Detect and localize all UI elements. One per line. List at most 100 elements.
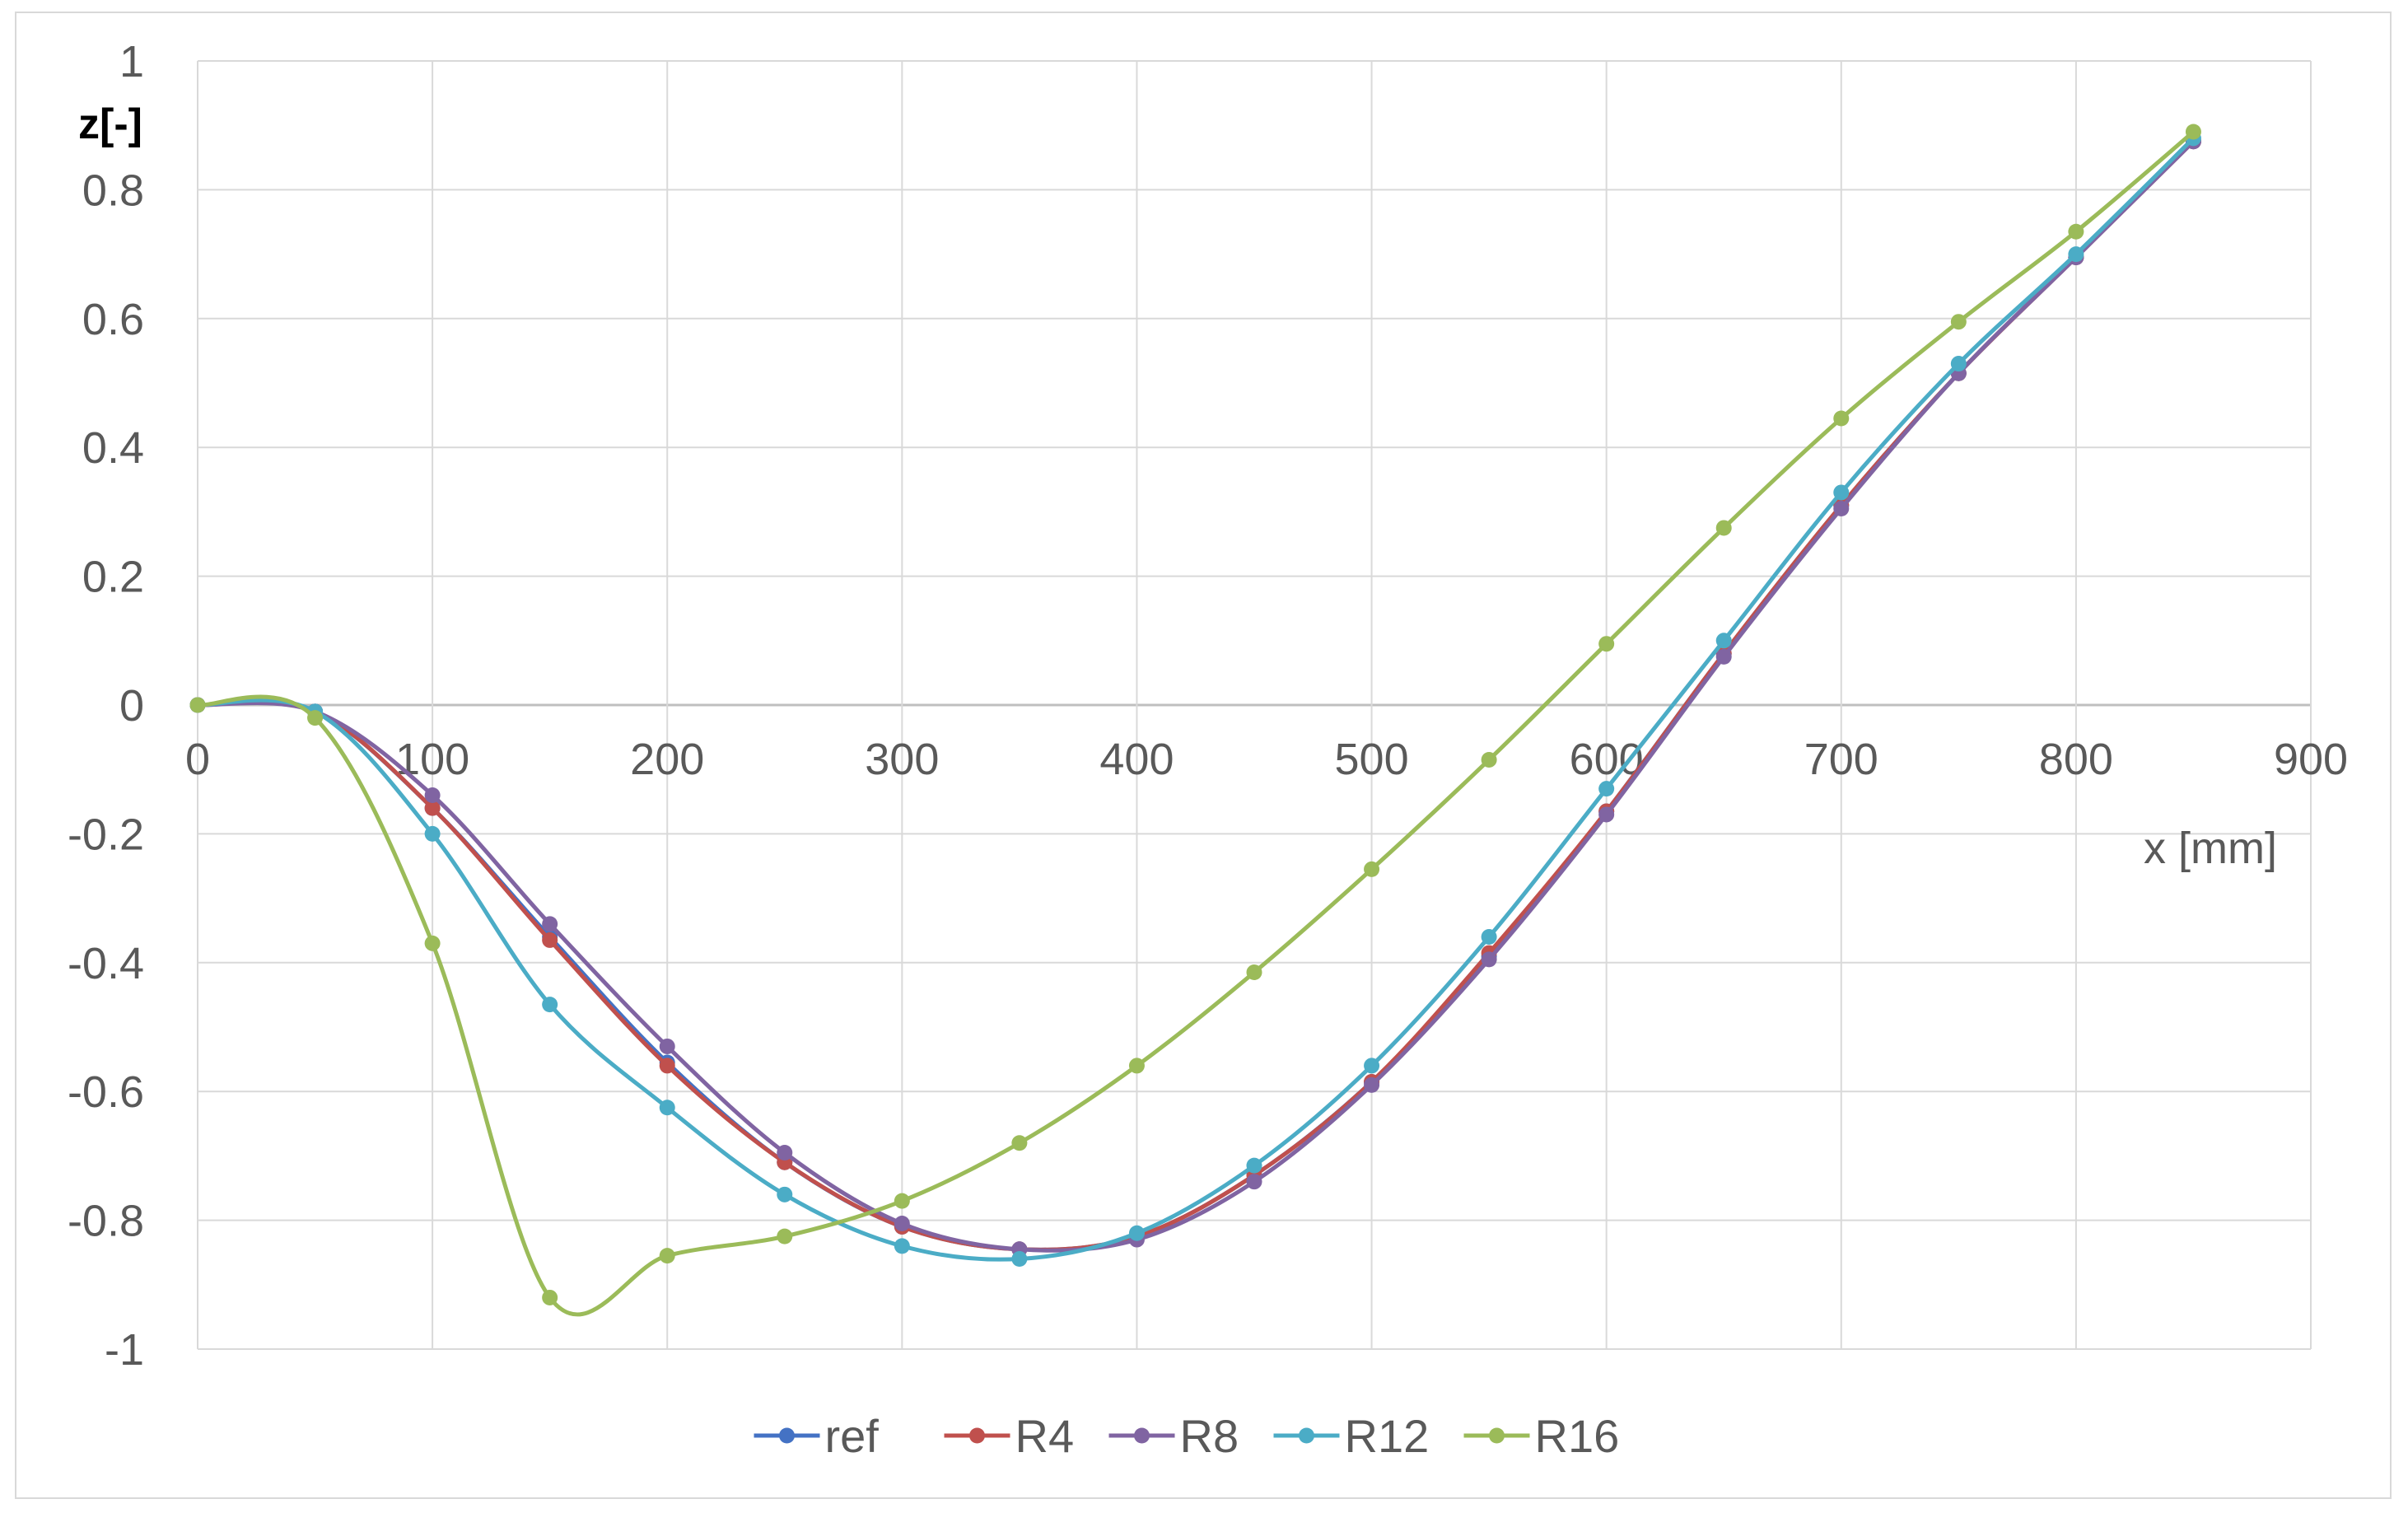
data-point — [424, 787, 441, 803]
y-tick-label: 1 — [119, 37, 144, 86]
data-point — [542, 997, 558, 1013]
x-tick-label: 300 — [865, 735, 939, 784]
data-point — [894, 1238, 910, 1254]
legend-item-r4: R4 — [944, 1410, 1075, 1462]
data-point — [1364, 861, 1380, 877]
data-point — [2068, 246, 2084, 263]
x-tick-label: 200 — [630, 735, 704, 784]
legend-swatch-marker — [969, 1427, 985, 1444]
legend-label: R12 — [1345, 1410, 1430, 1462]
y-tick-label: -0.4 — [68, 939, 144, 988]
data-point — [1011, 1251, 1028, 1268]
data-point — [2185, 124, 2201, 140]
y-tick-label: 0 — [119, 681, 144, 731]
data-point — [1011, 1135, 1028, 1151]
data-point — [1598, 806, 1615, 823]
series-line-r8 — [195, 139, 2196, 1253]
legend-item-r8: R8 — [1108, 1410, 1239, 1462]
data-point — [307, 710, 324, 726]
y-tick-label: 0.4 — [82, 423, 144, 473]
y-tick-labels: -1 -0.8 -0.6 -0.4 -0.2 0 0.2 0.4 0.6 0.8 1 — [68, 37, 144, 1375]
legend-swatch-marker — [1489, 1427, 1505, 1444]
data-point — [1128, 1225, 1145, 1241]
data-point — [1950, 356, 1967, 372]
data-point — [1364, 1076, 1380, 1093]
data-point — [1481, 751, 1497, 768]
series-line-r4 — [195, 139, 2196, 1252]
data-point — [1246, 964, 1262, 981]
data-point — [1715, 648, 1732, 665]
y-tick-label: -0.2 — [68, 810, 144, 859]
legend-swatch-marker — [1134, 1427, 1150, 1444]
legend-item-r12: R12 — [1273, 1410, 1430, 1462]
series-r12 — [189, 130, 2201, 1268]
legend-item-ref: ref — [754, 1410, 880, 1462]
data-point — [894, 1216, 910, 1232]
data-point — [424, 935, 441, 951]
data-point — [424, 800, 441, 816]
x-tick-label: 400 — [1099, 735, 1174, 784]
y-axis-title: z[-] — [78, 100, 142, 148]
data-point — [1833, 410, 1850, 427]
data-point — [424, 825, 441, 842]
data-point — [1598, 636, 1615, 652]
legend-swatch-marker — [779, 1427, 795, 1444]
data-point — [1833, 484, 1850, 501]
series-line-r12 — [195, 136, 2196, 1262]
grid-lines — [197, 60, 2312, 1350]
x-tick-label: 500 — [1335, 735, 1409, 784]
data-point — [1598, 781, 1615, 797]
data-point — [1715, 633, 1732, 649]
legend-label: R16 — [1535, 1410, 1620, 1462]
data-point — [1950, 314, 1967, 330]
legend-label: R8 — [1180, 1410, 1239, 1462]
data-point — [659, 1248, 675, 1264]
legend-swatch-marker — [1299, 1427, 1314, 1444]
x-tick-label: 900 — [2274, 735, 2348, 784]
data-point — [542, 932, 558, 948]
series-r4 — [189, 133, 2201, 1258]
legend-label: ref — [825, 1410, 880, 1462]
y-tick-label: -0.8 — [68, 1197, 144, 1246]
series-line-r16 — [195, 129, 2196, 1317]
x-tick-label: 100 — [395, 735, 469, 784]
y-tick-label: 0.8 — [82, 166, 144, 215]
data-point — [659, 1100, 675, 1116]
data-point — [542, 916, 558, 932]
legend-label: R4 — [1015, 1410, 1075, 1462]
y-tick-label: -1 — [105, 1325, 144, 1375]
data-point — [1246, 1157, 1262, 1174]
x-tick-label: 700 — [1804, 735, 1878, 784]
data-point — [1481, 929, 1497, 946]
data-point — [189, 697, 206, 713]
y-tick-label: -0.6 — [68, 1067, 144, 1117]
x-tick-label: 0 — [185, 735, 210, 784]
series-ref — [189, 133, 2201, 1258]
y-tick-label: 0.6 — [82, 295, 144, 344]
data-point — [777, 1228, 793, 1244]
chart-frame — [15, 12, 2392, 1499]
data-point — [1246, 1174, 1262, 1190]
legend: ref R4 R8 R12 R16 — [754, 1410, 1620, 1462]
y-tick-label: 0.2 — [82, 553, 144, 602]
series-r16 — [189, 124, 2201, 1317]
series-line-ref — [195, 139, 2196, 1252]
data-point — [659, 1058, 675, 1074]
x-tick-label: 800 — [2039, 735, 2113, 784]
data-point — [1715, 520, 1732, 536]
data-point — [659, 1038, 675, 1054]
data-point — [777, 1144, 793, 1160]
series-group — [189, 124, 2201, 1317]
legend-item-r16: R16 — [1463, 1410, 1620, 1462]
data-point — [1833, 500, 1850, 516]
data-point — [1128, 1058, 1145, 1074]
data-point — [777, 1186, 793, 1202]
series-r8 — [189, 133, 2201, 1258]
x-tick-labels: 0 100 200 300 400 500 600 700 800 900 — [185, 735, 2348, 784]
data-point — [2068, 223, 2084, 240]
x-axis-title: x [mm] — [2144, 824, 2277, 873]
data-point — [894, 1193, 910, 1209]
data-point — [1481, 951, 1497, 968]
data-point — [1364, 1058, 1380, 1074]
